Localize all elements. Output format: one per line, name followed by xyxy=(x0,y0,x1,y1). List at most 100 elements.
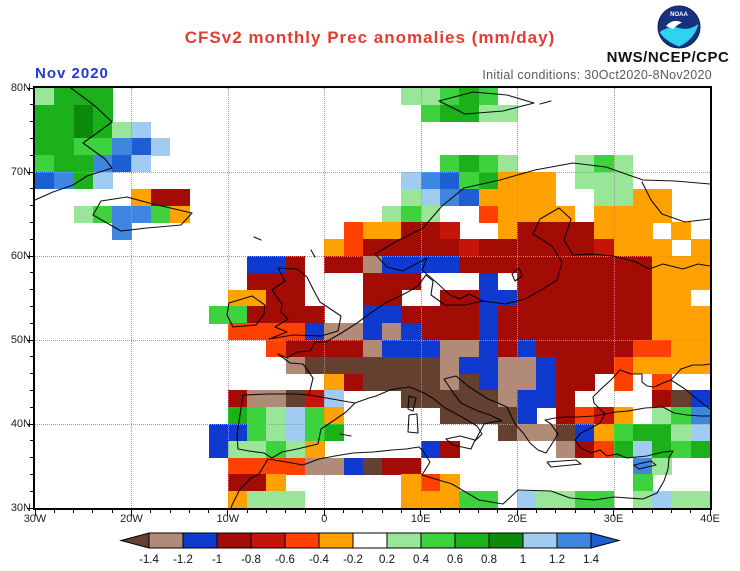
anomaly-cell xyxy=(555,424,576,442)
coastline-caucasus xyxy=(670,379,710,410)
anomaly-cell xyxy=(324,407,345,425)
axis-tick xyxy=(30,305,33,307)
anomaly-cell xyxy=(594,340,615,358)
meridian-gridline xyxy=(131,88,133,508)
colorbar-segment xyxy=(488,532,524,549)
anomaly-cell xyxy=(324,256,345,274)
anomaly-cell xyxy=(478,407,499,425)
anomaly-cell xyxy=(440,306,460,324)
colorbar-tick-label: 0.8 xyxy=(481,554,497,566)
axis-tick xyxy=(246,510,248,513)
lat-tick-label: 50N xyxy=(10,334,31,346)
anomaly-cell xyxy=(362,272,383,291)
anomaly-cell xyxy=(324,239,345,257)
anomaly-cell xyxy=(266,340,287,358)
anomaly-cell xyxy=(285,491,306,509)
anomaly-cell xyxy=(594,424,615,442)
anomaly-cell xyxy=(382,222,402,240)
axis-tick xyxy=(27,171,33,173)
anomaly-cell xyxy=(632,474,653,492)
anomaly-cell xyxy=(555,306,576,324)
axis-tick xyxy=(535,510,537,513)
anomaly-cell xyxy=(652,356,672,375)
anomaly-cell xyxy=(112,155,132,173)
anomaly-cell xyxy=(690,323,711,341)
anomaly-cell xyxy=(671,390,692,408)
anomaly-cell xyxy=(459,491,480,509)
axis-tick xyxy=(420,510,422,516)
lon-tick-label: 20W xyxy=(120,513,143,525)
anomaly-cell xyxy=(266,491,287,509)
colorbar: -1.4 -1.2 -1 -0.8 -0.6 -0.4 -0.2 0.2 0.4 0.6 0.8 1 1… xyxy=(110,530,630,571)
anomaly-cell xyxy=(150,205,171,223)
anomaly-cell xyxy=(459,155,480,173)
axis-tick xyxy=(27,423,33,425)
axis-tick xyxy=(30,490,33,492)
anomaly-cell xyxy=(401,356,422,375)
anomaly-cell xyxy=(555,272,576,291)
anomaly-cell xyxy=(497,188,518,207)
anomaly-cell xyxy=(536,172,557,190)
colorbar-tick-label: -1 xyxy=(212,554,222,566)
anomaly-cell xyxy=(613,272,634,291)
anomaly-cell xyxy=(652,188,672,207)
axis-tick xyxy=(304,510,306,513)
lat-tick-label: 60N xyxy=(10,250,31,262)
anomaly-cell xyxy=(652,390,672,408)
axis-tick xyxy=(362,510,364,513)
anomaly-cell xyxy=(575,222,595,240)
anomaly-cell xyxy=(671,440,692,459)
anomaly-cell xyxy=(420,440,441,459)
axis-tick xyxy=(323,510,325,516)
colorbar-segment xyxy=(352,532,388,549)
anomaly-cell xyxy=(594,440,615,459)
anomaly-cell xyxy=(594,239,615,257)
anomaly-cell xyxy=(131,155,152,173)
anomaly-cell xyxy=(440,340,460,358)
anomaly-cell xyxy=(632,356,653,375)
anomaly-cell xyxy=(73,155,94,173)
anomaly-cell xyxy=(420,88,441,106)
anomaly-cell xyxy=(266,323,287,341)
anomaly-cell xyxy=(497,340,518,358)
lat-tick-label: 30N xyxy=(10,502,31,514)
anomaly-cell xyxy=(517,323,537,341)
meridian-gridline xyxy=(613,88,615,508)
anomaly-cell xyxy=(285,424,306,442)
anomaly-cell xyxy=(401,373,422,391)
axis-tick xyxy=(30,188,33,190)
anomaly-cell xyxy=(227,407,248,425)
anomaly-cell xyxy=(690,340,711,358)
anomaly-cell xyxy=(131,138,152,156)
anomaly-cell xyxy=(54,155,75,173)
coastline-gotland xyxy=(511,267,523,282)
axis-tick xyxy=(30,205,33,207)
anomaly-cell xyxy=(478,155,499,173)
anomaly-cell xyxy=(170,205,190,223)
anomaly-cell xyxy=(478,356,499,375)
anomaly-cell xyxy=(497,205,518,223)
axis-tick xyxy=(27,507,33,509)
axis-tick xyxy=(30,272,33,274)
anomaly-cell xyxy=(652,407,672,425)
anomaly-cell xyxy=(343,340,364,358)
anomaly-cell xyxy=(401,205,422,223)
anomaly-cell xyxy=(440,323,460,341)
colorbar-segment xyxy=(216,532,252,549)
axis-tick xyxy=(285,510,287,513)
anomaly-cell xyxy=(575,172,595,190)
anomaly-cell xyxy=(575,340,595,358)
axis-tick xyxy=(92,510,94,513)
anomaly-cell xyxy=(671,222,692,240)
meridian-gridline xyxy=(324,88,326,508)
anomaly-cell xyxy=(362,457,383,475)
anomaly-cell xyxy=(594,491,615,509)
anomaly-cell xyxy=(613,440,634,459)
axis-tick xyxy=(30,238,33,240)
axis-tick xyxy=(30,356,33,358)
colorbar-segment xyxy=(556,532,592,549)
anomaly-cell xyxy=(92,205,113,223)
coastline-scandinavia xyxy=(374,162,710,305)
anomaly-cell xyxy=(459,323,480,341)
